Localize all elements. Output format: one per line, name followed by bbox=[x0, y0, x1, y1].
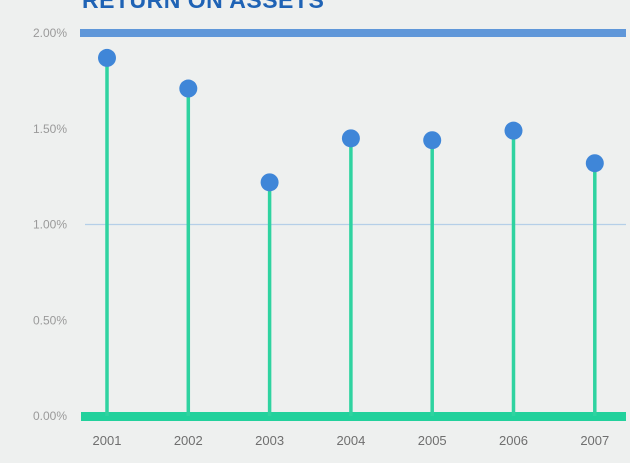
stem-layer bbox=[105, 57, 597, 416]
band-layer bbox=[80, 29, 626, 421]
x-tick-label: 2002 bbox=[174, 433, 203, 448]
top-band-line bbox=[80, 29, 626, 37]
y-tick-label: 1.00% bbox=[33, 218, 67, 232]
y-tick-label: 0.00% bbox=[33, 409, 67, 423]
y-axis-tick-labels: 0.00% 0.50% 1.00% 1.50% 2.00% bbox=[33, 26, 67, 423]
x-tick-label: 2003 bbox=[255, 433, 284, 448]
data-point bbox=[423, 131, 442, 150]
y-tick-label: 2.00% bbox=[33, 26, 67, 40]
x-tick-label: 2004 bbox=[336, 433, 365, 448]
x-tick-label: 2005 bbox=[418, 433, 447, 448]
data-point bbox=[98, 48, 116, 67]
y-tick-label: 0.50% bbox=[33, 313, 67, 327]
data-point bbox=[179, 79, 198, 98]
chart-title: RETURN ON ASSETS bbox=[82, 0, 325, 13]
y-tick-label: 1.50% bbox=[33, 122, 67, 136]
baseline bbox=[81, 412, 626, 421]
data-point bbox=[341, 129, 360, 148]
x-tick-label: 2001 bbox=[93, 433, 122, 448]
x-axis-tick-labels: 2001 2002 2003 2004 2005 2006 2007 bbox=[93, 433, 610, 448]
data-point bbox=[504, 121, 523, 140]
x-tick-label: 2007 bbox=[580, 433, 609, 448]
data-point bbox=[585, 154, 604, 173]
dot-layer bbox=[98, 48, 604, 192]
x-tick-label: 2006 bbox=[499, 433, 528, 448]
data-point bbox=[260, 173, 279, 192]
